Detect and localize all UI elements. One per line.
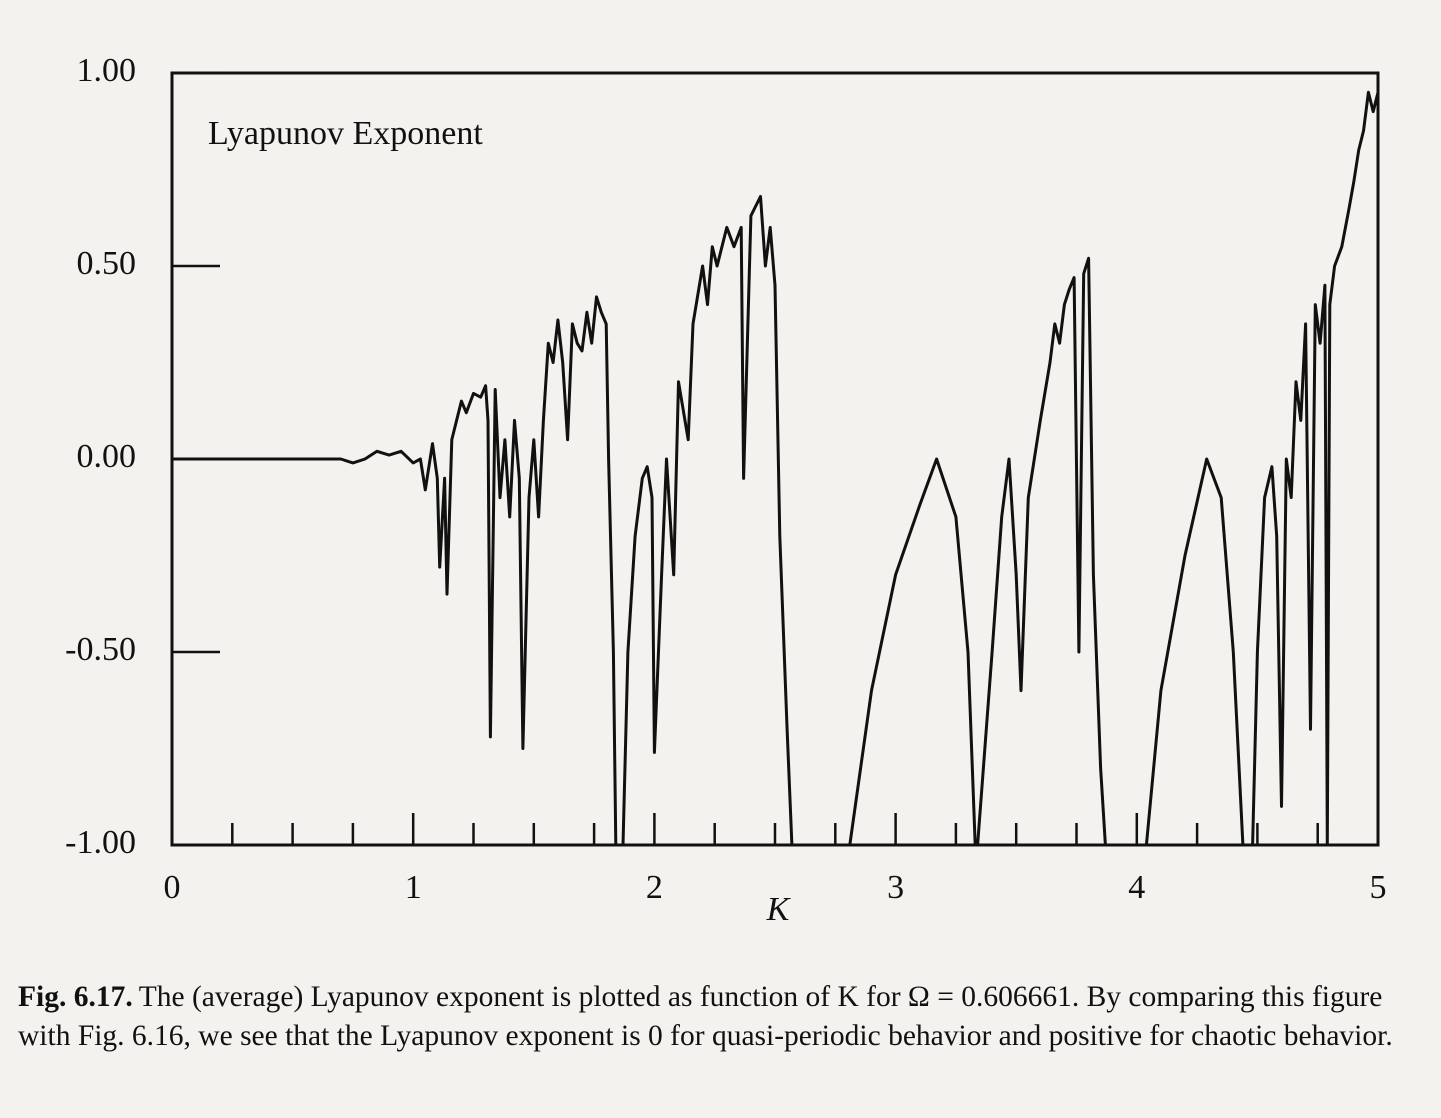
y-tick-label: 1.00: [77, 52, 137, 89]
caption: Fig. 6.17. The (average) Lyapunov exponen…: [18, 978, 1428, 1056]
caption-text: The (average) Lyapunov exponent is plott…: [18, 981, 1393, 1052]
annotation: Lyapunov Exponent: [208, 115, 483, 152]
y-tick-label: 0.00: [77, 438, 137, 475]
x-tick-label: 5: [1370, 869, 1387, 906]
y-tick-label: -1.00: [65, 824, 136, 861]
y-tick-label: -0.50: [65, 631, 136, 668]
x-tick-label: 0: [164, 869, 181, 906]
x-tick-label: 4: [1128, 869, 1145, 906]
x-tick-label: 3: [887, 869, 904, 906]
y-tick-label: 0.50: [77, 245, 137, 282]
plot-frame: [170, 71, 1380, 847]
chart: Lyapunov Exponent K -1.00 -0.50 0.00 0.50 1.…: [65, 52, 1387, 928]
x-axis-label: K: [766, 891, 792, 928]
caption-label: Fig. 6.17.: [18, 981, 133, 1013]
x-tick-label: 1: [405, 869, 422, 906]
data-line: [172, 90, 1380, 847]
x-tick-label: 2: [646, 869, 663, 906]
